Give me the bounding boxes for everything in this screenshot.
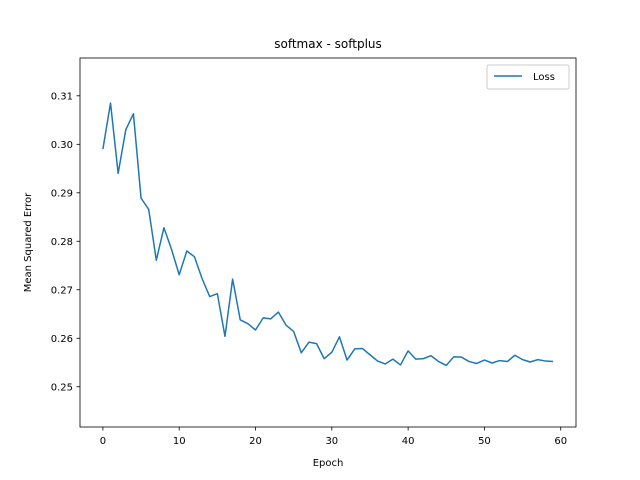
- x-axis: 0 10 20 30 40 50 60: [100, 427, 567, 447]
- y-tick-label: 0.26: [51, 334, 73, 345]
- x-tick-label: 0: [100, 436, 106, 447]
- legend: Loss: [486, 64, 570, 90]
- chart-title: softmax - softplus: [274, 37, 382, 51]
- x-tick-label: 50: [478, 436, 491, 447]
- x-tick-label: 40: [402, 436, 415, 447]
- y-tick-label: 0.30: [51, 140, 73, 151]
- x-tick-label: 30: [325, 436, 338, 447]
- y-tick-label: 0.25: [51, 382, 73, 393]
- y-tick-label: 0.27: [51, 285, 73, 296]
- x-tick-label: 60: [554, 436, 567, 447]
- y-axis: 0.25 0.26 0.27 0.28 0.29 0.30 0.31: [51, 91, 80, 393]
- y-axis-label: Mean Squared Error: [23, 192, 34, 292]
- y-tick-label: 0.31: [51, 91, 73, 102]
- legend-box: [486, 64, 570, 90]
- x-tick-label: 10: [173, 436, 186, 447]
- y-tick-label: 0.29: [51, 188, 73, 199]
- series-group: [102, 102, 554, 367]
- x-axis-label: Epoch: [313, 458, 344, 469]
- x-tick-label: 20: [249, 436, 262, 447]
- plot-frame: [79, 57, 577, 428]
- series-line-loss: [102, 102, 554, 367]
- y-tick-label: 0.28: [51, 237, 73, 248]
- legend-label-loss: Loss: [533, 72, 555, 83]
